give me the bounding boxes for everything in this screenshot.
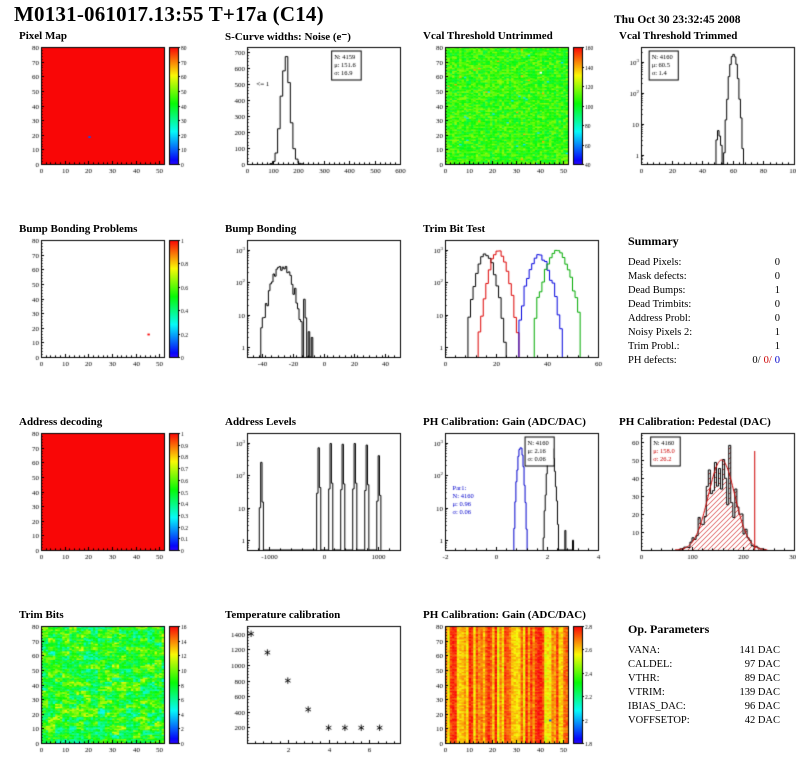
plot-trim-bits-map: Trim Bits bbox=[14, 609, 210, 761]
param-label: Noisy Pixels 2: bbox=[628, 327, 693, 338]
trim-bits-map-canvas bbox=[14, 622, 204, 758]
param-label: Address Probl: bbox=[628, 313, 691, 324]
ph-pedestal-canvas bbox=[614, 429, 796, 565]
param-row: Mask defects: 0 bbox=[628, 270, 780, 284]
plot-vcal-threshold-untrimmed: Vcal Threshold Untrimmed bbox=[418, 30, 614, 182]
param-value: 42 DAC bbox=[744, 715, 780, 726]
trim-bit-test-canvas bbox=[418, 236, 608, 372]
plot-title: Bump Bonding Problems bbox=[19, 223, 138, 235]
param-row: VTRIM: 139 DAC bbox=[628, 686, 780, 700]
report-date: Thu Oct 30 23:32:45 2008 bbox=[614, 14, 741, 26]
param-row: Address Probl: 0 bbox=[628, 312, 780, 326]
param-label: PH defects: bbox=[628, 355, 677, 366]
param-value: 1 bbox=[774, 327, 780, 338]
temperature-calibration-canvas bbox=[220, 622, 410, 758]
param-label: Dead Bumps: bbox=[628, 285, 686, 296]
param-row: Dead Trimbits: 0 bbox=[628, 298, 780, 312]
param-value: 1 bbox=[774, 341, 780, 352]
ph-defects-values: 0/0/0 bbox=[749, 354, 780, 368]
vcal-trimmed-canvas bbox=[614, 43, 796, 179]
param-value: 139 DAC bbox=[739, 687, 780, 698]
plot-bump-bonding-problems: Bump Bonding Problems bbox=[14, 223, 210, 375]
plot-title: Address decoding bbox=[19, 416, 103, 428]
plot-title: Trim Bits bbox=[19, 609, 64, 621]
plot-address-levels: Address Levels bbox=[220, 416, 416, 568]
address-levels-canvas bbox=[220, 429, 410, 565]
summary-title: Summary bbox=[628, 234, 679, 248]
ph-defects-row: PH defects: 0/0/0 bbox=[628, 354, 780, 368]
param-label: VTRIM: bbox=[628, 687, 665, 698]
plot-ph-gain-hist: PH Calibration: Gain (ADC/DAC) bbox=[418, 416, 614, 568]
plot-title: PH Calibration: Gain (ADC/DAC) bbox=[423, 416, 586, 428]
param-label: Dead Trimbits: bbox=[628, 299, 692, 310]
param-row: VOFFSETOP: 42 DAC bbox=[628, 714, 780, 728]
param-value: 141 DAC bbox=[739, 645, 780, 656]
plot-trim-bit-test: Trim Bit Test bbox=[418, 223, 614, 375]
address-decoding-canvas bbox=[14, 429, 204, 565]
ph-defects-value: 0/ bbox=[763, 355, 772, 366]
summary-block: Summary Dead Pixels: 0 Mask defects: 0 Dead … bbox=[628, 234, 780, 368]
param-row: Dead Pixels: 0 bbox=[628, 256, 780, 270]
param-value: 0 bbox=[774, 313, 780, 324]
param-row: Trim Probl.: 1 bbox=[628, 340, 780, 354]
page-title: M0131-061017.13:55 T+17a (C14) bbox=[14, 2, 324, 26]
bump-problems-canvas bbox=[14, 236, 204, 372]
plot-title: Temperature calibration bbox=[225, 609, 341, 621]
plot-vcal-threshold-trimmed: Vcal Threshold Trimmed bbox=[614, 30, 796, 182]
param-label: IBIAS_DAC: bbox=[628, 701, 686, 712]
plot-address-decoding: Address decoding bbox=[14, 416, 210, 568]
plot-title: Trim Bit Test bbox=[423, 223, 486, 235]
param-label: VANA: bbox=[628, 645, 660, 656]
plot-title: Pixel Map bbox=[19, 30, 67, 42]
param-label: Trim Probl.: bbox=[628, 341, 680, 352]
op-parameters-title: Op. Parameters bbox=[628, 622, 710, 636]
summary-rows: Dead Pixels: 0 Mask defects: 0 Dead Bumps: 1 D… bbox=[628, 256, 780, 368]
scurve-noise-canvas bbox=[220, 43, 410, 179]
plot-pixel-map: Pixel Map bbox=[14, 30, 210, 182]
ph-defects-value: 0/ bbox=[752, 355, 761, 366]
param-value: 97 DAC bbox=[744, 659, 780, 670]
plot-ph-pedestal: PH Calibration: Pedestal (DAC) bbox=[614, 416, 796, 568]
ph-gain-map-canvas bbox=[418, 622, 608, 758]
param-row: IBIAS_DAC: 96 DAC bbox=[628, 700, 780, 714]
op-parameters-block: Op. Parameters VANA: 141 DAC CALDEL: 97 DAC… bbox=[628, 622, 780, 728]
param-row: VTHR: 89 DAC bbox=[628, 672, 780, 686]
param-value: 0 bbox=[774, 271, 780, 282]
pixel-map-canvas bbox=[14, 43, 204, 179]
param-label: CALDEL: bbox=[628, 659, 673, 670]
param-label: Dead Pixels: bbox=[628, 257, 682, 268]
plot-temperature-calibration: Temperature calibration bbox=[220, 609, 416, 761]
plot-title: Bump Bonding bbox=[225, 223, 297, 235]
plot-title: S-Curve widths: Noise (e⁻) bbox=[225, 31, 351, 43]
param-value: 1 bbox=[774, 285, 780, 296]
ph-gain-hist-canvas bbox=[418, 429, 608, 565]
ph-defects-value: 0 bbox=[774, 355, 780, 366]
plot-title: PH Calibration: Gain (ADC/DAC) bbox=[423, 609, 586, 621]
plot-title: Vcal Threshold Trimmed bbox=[619, 30, 738, 42]
bump-bonding-canvas bbox=[220, 236, 410, 372]
plot-bump-bonding: Bump Bonding bbox=[220, 223, 416, 375]
param-row: VANA: 141 DAC bbox=[628, 644, 780, 658]
param-value: 0 bbox=[774, 257, 780, 268]
param-value: 89 DAC bbox=[744, 673, 780, 684]
param-row: Noisy Pixels 2: 1 bbox=[628, 326, 780, 340]
param-label: VTHR: bbox=[628, 673, 660, 684]
vcal-untrimmed-canvas bbox=[418, 43, 608, 179]
param-value: 96 DAC bbox=[744, 701, 780, 712]
plot-title: Vcal Threshold Untrimmed bbox=[423, 30, 553, 42]
param-row: Dead Bumps: 1 bbox=[628, 284, 780, 298]
plot-title: PH Calibration: Pedestal (DAC) bbox=[619, 416, 771, 428]
param-row: CALDEL: 97 DAC bbox=[628, 658, 780, 672]
param-label: Mask defects: bbox=[628, 271, 687, 282]
plot-title: Address Levels bbox=[225, 416, 296, 428]
op-parameters-rows: VANA: 141 DAC CALDEL: 97 DAC VTHR: 89 DAC VTRI… bbox=[628, 644, 780, 728]
plot-scurve-noise: S-Curve widths: Noise (e⁻) bbox=[220, 30, 416, 182]
param-label: VOFFSETOP: bbox=[628, 715, 690, 726]
plot-ph-gain-map: PH Calibration: Gain (ADC/DAC) bbox=[418, 609, 614, 761]
param-value: 0 bbox=[774, 299, 780, 310]
